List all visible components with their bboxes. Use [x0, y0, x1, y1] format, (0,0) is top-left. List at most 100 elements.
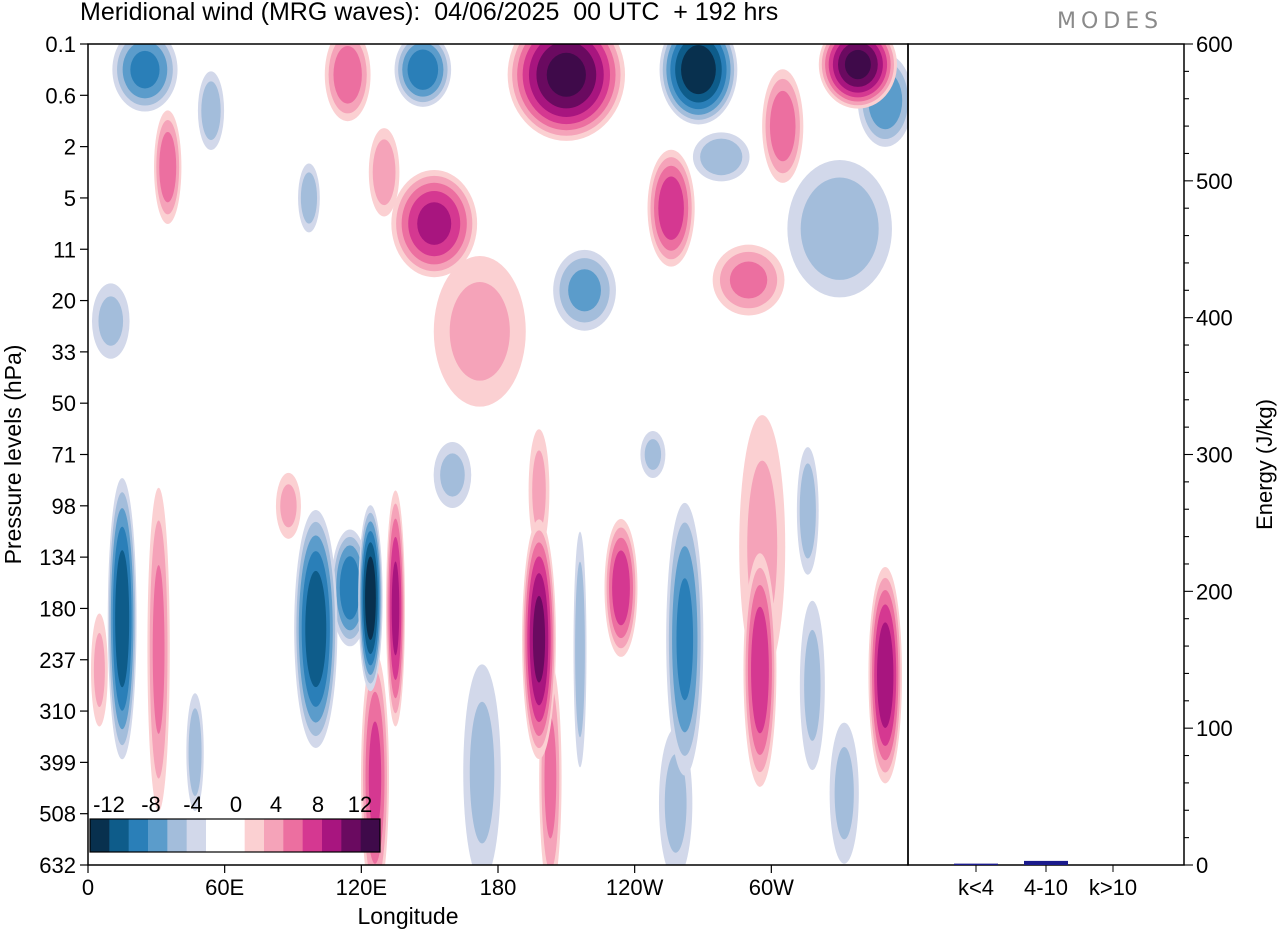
energy-category-label: k<4	[958, 875, 994, 900]
colorbar-label: -4	[183, 792, 203, 817]
wind-anomaly-blob	[666, 502, 704, 776]
wind-anomaly-blob	[391, 169, 478, 278]
contour-ring	[305, 570, 327, 688]
wind-anomaly-blob	[361, 652, 389, 865]
colorbar-swatch	[341, 819, 362, 852]
energy-bar	[954, 863, 998, 865]
colorbar-swatch	[244, 819, 265, 852]
colorbar-frame	[89, 818, 381, 853]
contour-ring	[800, 177, 879, 280]
wind-anomaly-blob	[796, 447, 819, 575]
contour-ring	[201, 81, 221, 141]
wind-anomaly-blob	[522, 519, 556, 760]
wind-anomaly-blob	[762, 69, 804, 183]
colorbar-swatch	[360, 819, 381, 852]
contour-ring	[188, 708, 202, 797]
wind-anomaly-blob	[553, 249, 616, 331]
y-axis-label: Pressure levels (hPa)	[0, 345, 26, 565]
contour-ring	[676, 578, 694, 701]
contour-ring	[339, 556, 361, 620]
x-tick-label: 0	[82, 875, 94, 900]
colorbar-label: 4	[270, 792, 282, 817]
contour-ring	[799, 463, 816, 559]
wind-anomaly-blob	[394, 44, 452, 107]
y-tick-label: 508	[39, 802, 76, 827]
y-tick-label: 98	[52, 494, 76, 519]
y-tick-label: 50	[52, 391, 76, 416]
wind-anomaly-blob	[298, 163, 320, 233]
energy-category-label: k>10	[1089, 875, 1137, 900]
contour-ring	[407, 49, 439, 90]
energy-tick-label: 200	[1196, 579, 1233, 604]
contour-ring	[300, 172, 318, 224]
contour-ring	[440, 453, 465, 497]
x-tick-label: 120W	[606, 875, 664, 900]
wind-field	[90, 44, 908, 865]
wind-anomaly-blob	[647, 149, 695, 267]
y-tick-label: 134	[39, 545, 76, 570]
colorbar-swatch	[148, 819, 168, 852]
contour-ring	[372, 139, 396, 206]
wind-anomaly-blob	[868, 566, 903, 784]
colorbar-label: 12	[348, 792, 372, 817]
wind-anomaly-blob	[692, 132, 750, 182]
wind-anomaly-blob	[433, 256, 526, 407]
y-tick-label: 237	[39, 648, 76, 673]
wind-anomaly-blob	[799, 600, 825, 771]
energy-bar	[1024, 860, 1068, 865]
contour-ring	[612, 550, 630, 626]
wind-anomaly-blob	[368, 128, 400, 217]
wind-anomaly-blob	[818, 44, 897, 109]
wind-anomaly-blob	[659, 44, 738, 125]
colorbar-swatch	[128, 819, 149, 852]
contour-ring	[469, 701, 495, 844]
colorbar-swatch	[109, 819, 130, 852]
wind-anomaly-blob	[90, 613, 108, 727]
contour-ring	[751, 606, 769, 734]
colorbar-swatch	[167, 819, 188, 852]
contour-ring	[532, 450, 546, 531]
y-tick-label: 11	[53, 237, 76, 262]
colorbar-swatch	[90, 819, 110, 852]
contour-ring	[575, 561, 585, 738]
energy-tick-label: 300	[1196, 443, 1233, 468]
wind-anomaly-blob	[91, 283, 130, 359]
contour-ring	[333, 45, 362, 104]
axes: 0.1 0.6 2 5 11 20 33 50 71 98 134 180 237 310 399 508 63…	[0, 32, 794, 929]
y-tick-label: 2	[64, 135, 76, 160]
contour-ring	[834, 746, 854, 840]
contour-ring	[658, 176, 684, 240]
wind-anomaly-blob	[640, 431, 666, 478]
contour-ring	[804, 629, 821, 741]
wind-anomaly-blob	[112, 44, 178, 112]
colorbar-swatch	[206, 819, 226, 852]
contour-ring	[130, 50, 160, 89]
wind-anomaly-blob	[463, 664, 501, 865]
contour-ring	[115, 550, 130, 688]
x-axis-label: Longitude	[357, 903, 458, 929]
colorbar-swatch	[264, 819, 284, 852]
contour-ring	[568, 269, 601, 312]
wind-anomaly-blob	[154, 110, 182, 224]
wind-anomaly-blob	[573, 531, 587, 768]
energy-tick-label: 400	[1196, 306, 1233, 331]
colorbar-swatch	[283, 819, 304, 852]
colorbar-label: 0	[230, 792, 242, 817]
contour-ring	[449, 282, 510, 381]
colorbar: -12 -8 -4 0 4 8 12	[89, 792, 381, 853]
colorbar-label: 8	[312, 792, 324, 817]
energy-frame	[907, 43, 1185, 866]
contour-ring	[93, 633, 105, 708]
contour-ring	[769, 90, 796, 162]
contour-ring	[532, 595, 546, 683]
x-tick-label: 180	[480, 875, 517, 900]
chart-title: Meridional wind (MRG waves): 04/06/2025 …	[80, 0, 779, 26]
contour-ring	[877, 622, 894, 728]
wind-anomaly-blob	[147, 487, 170, 812]
wind-anomaly-blob	[186, 693, 204, 812]
wind-anomaly-blob	[787, 160, 892, 298]
wind-anomaly-blob	[386, 490, 405, 727]
contour-ring	[152, 565, 165, 734]
y-tick-label: 33	[52, 340, 76, 365]
